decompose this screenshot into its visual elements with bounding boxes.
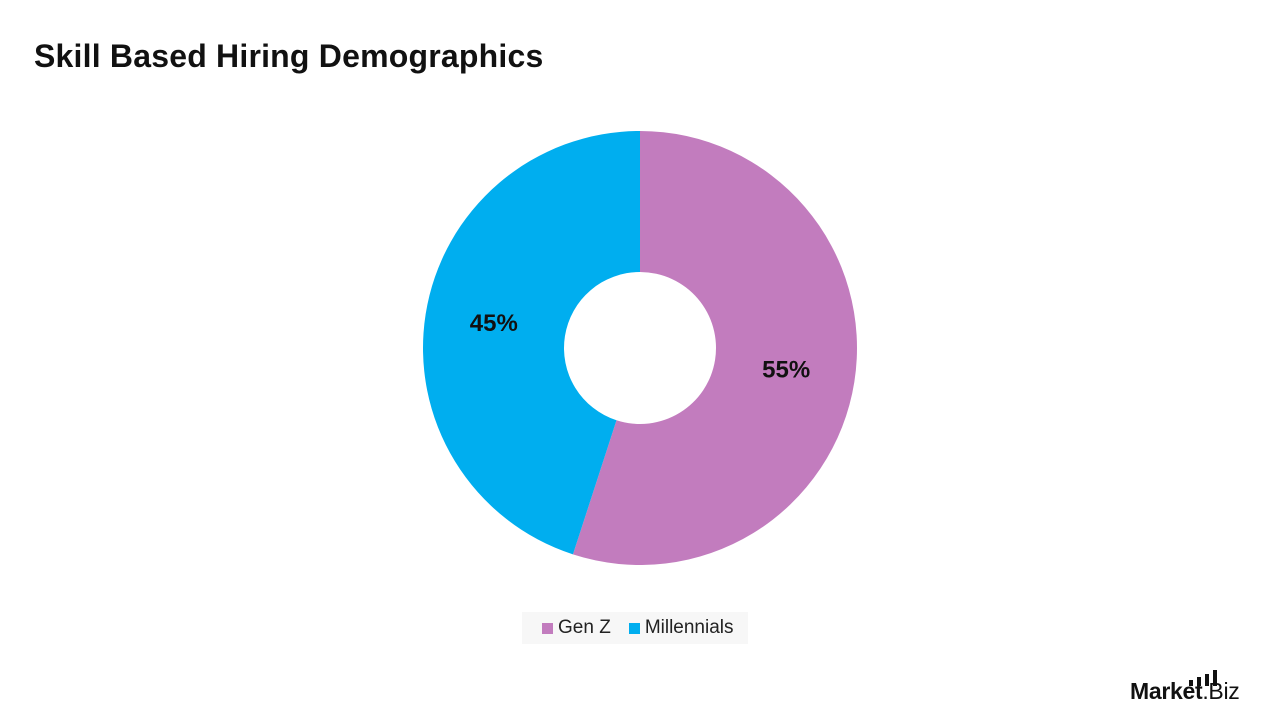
marketbiz-logo: Market.Biz [1130,670,1260,706]
slice-gen-z[interactable] [572,131,857,565]
chart-legend: Gen Z Millennials [522,612,748,644]
bar-chart-logo-icon [1189,670,1217,686]
data-label-millennials: 45% [470,310,518,337]
data-label-gen-z: 55% [762,356,810,383]
legend-item-millennials[interactable]: Millennials [628,617,734,639]
legend-swatch-gen-z [542,622,553,634]
legend-label-millennials: Millennials [644,617,734,638]
chart-title: Skill Based Hiring Demographics [34,38,544,74]
logo-text: Market.Biz [1130,678,1240,704]
legend-label-gen-z: Gen Z [558,617,611,638]
slice-millennials[interactable] [422,131,640,555]
legend-item-gen-z[interactable]: Gen Z [542,617,611,639]
legend-swatch-millennials [628,622,640,634]
